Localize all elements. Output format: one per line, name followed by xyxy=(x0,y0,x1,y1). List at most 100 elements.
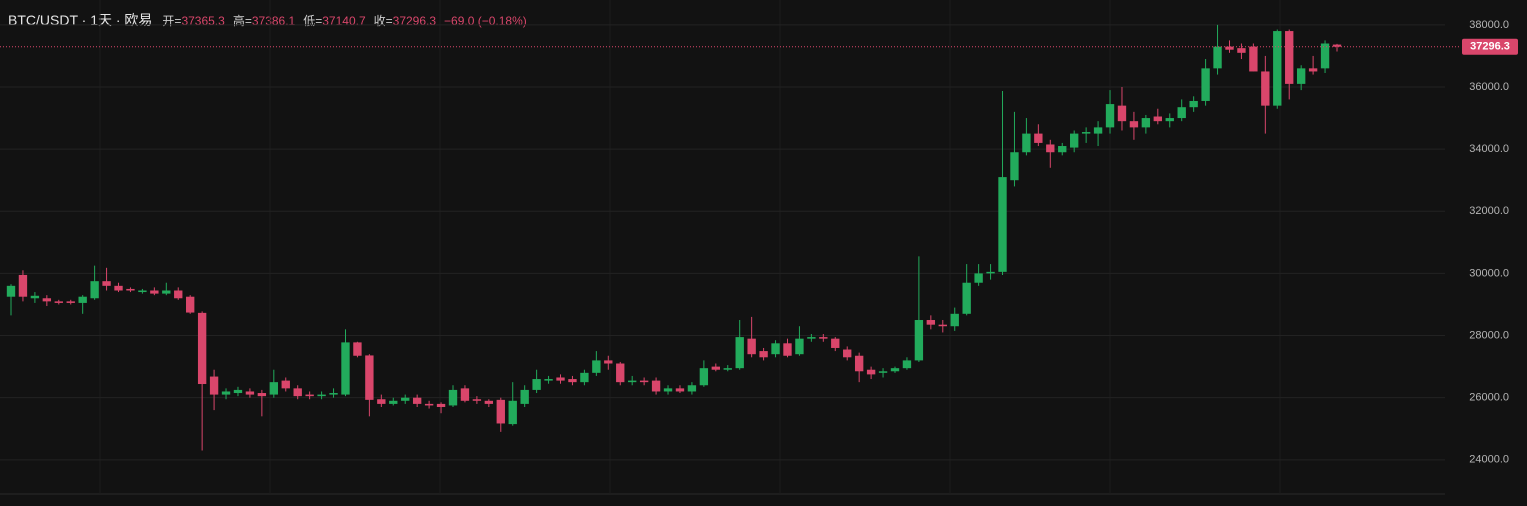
candle-body xyxy=(1177,107,1186,119)
candle-body xyxy=(1081,132,1091,134)
chart-title: BTC/USDT · 1天 · 欧易 xyxy=(8,12,153,28)
candle-body xyxy=(747,338,756,355)
candle-body xyxy=(1022,133,1031,153)
candle-body xyxy=(496,399,505,424)
candle-body xyxy=(401,397,410,401)
candle-body xyxy=(138,290,147,293)
candle-body xyxy=(783,343,792,356)
candle-body xyxy=(687,385,697,392)
candle-body xyxy=(1153,116,1162,122)
candle-body xyxy=(1249,46,1258,72)
candle-body xyxy=(1189,100,1198,108)
candle-body xyxy=(843,349,852,358)
candle-body xyxy=(90,281,99,299)
candle-body xyxy=(257,393,267,397)
candle-body xyxy=(1129,121,1139,128)
candle-body xyxy=(1093,127,1103,134)
candle-body xyxy=(914,320,924,361)
candle-body xyxy=(78,296,87,303)
candle-body xyxy=(866,369,876,375)
candle-body xyxy=(377,399,386,404)
candle-body xyxy=(580,372,589,383)
candle-body xyxy=(819,337,828,339)
y-tick-label: 36000.0 xyxy=(1469,81,1509,93)
candle-body xyxy=(1010,152,1019,181)
candle-body xyxy=(126,288,135,291)
candle-body xyxy=(1034,133,1043,143)
candle-body xyxy=(628,380,637,383)
candle-body xyxy=(1058,146,1067,153)
candle-body xyxy=(735,337,744,369)
candle-body xyxy=(281,380,290,389)
candle-body xyxy=(197,312,207,385)
candle-body xyxy=(448,389,458,406)
candle-body xyxy=(711,366,720,370)
candle-body xyxy=(592,360,601,373)
candle-body xyxy=(532,379,541,390)
last-price-tag xyxy=(1462,38,1518,55)
candle-body xyxy=(938,324,947,327)
candle-body xyxy=(556,377,565,381)
y-tick-label: 24000.0 xyxy=(1469,454,1509,466)
candle-body xyxy=(424,403,434,406)
candle-body xyxy=(174,290,183,299)
candle-body xyxy=(675,388,685,392)
candle-body xyxy=(771,343,780,355)
candle-body xyxy=(544,379,553,381)
candle-body xyxy=(162,290,171,294)
candle-body xyxy=(1165,118,1174,122)
candle-body xyxy=(1201,68,1210,101)
candle-body xyxy=(568,379,577,383)
y-tick-label: 32000.0 xyxy=(1469,205,1509,217)
candle-body xyxy=(962,282,971,314)
candle-body xyxy=(472,399,482,401)
candle-body xyxy=(1296,68,1306,84)
candle-body xyxy=(221,391,231,395)
candle-body xyxy=(986,271,995,274)
candle-body xyxy=(950,313,959,327)
candle-body xyxy=(1237,48,1246,53)
candle-body xyxy=(1261,71,1270,106)
candle-body xyxy=(723,368,732,370)
candle-body xyxy=(269,382,278,395)
candle-body xyxy=(436,403,446,408)
y-tick-label: 30000.0 xyxy=(1469,267,1509,279)
candle-body xyxy=(639,380,649,383)
candle-body xyxy=(1332,44,1342,47)
candle-body xyxy=(102,281,111,286)
candle-body xyxy=(878,371,888,373)
candle-body xyxy=(902,360,912,369)
candle-body xyxy=(1273,31,1282,106)
candle-body xyxy=(353,342,362,356)
y-tick-label: 26000.0 xyxy=(1469,392,1509,404)
candles xyxy=(6,24,1342,451)
candle-body xyxy=(831,338,840,348)
candle-body xyxy=(114,285,123,291)
candle-body xyxy=(1105,104,1115,128)
candle-body xyxy=(233,389,243,394)
candle-body xyxy=(926,320,936,325)
candle-body xyxy=(30,295,40,299)
candle-body xyxy=(317,394,326,397)
candle-body xyxy=(1285,31,1294,84)
candle-body xyxy=(389,400,398,404)
candle-body xyxy=(150,290,159,294)
candle-body xyxy=(460,388,470,401)
last-price-label: 37296.3 xyxy=(1470,41,1510,53)
candle-body xyxy=(305,394,314,397)
candle-body xyxy=(66,301,75,303)
candle-body xyxy=(1046,144,1055,153)
candle-body xyxy=(1225,46,1234,50)
candle-body xyxy=(329,393,338,395)
candle-body xyxy=(18,274,28,297)
candle-body xyxy=(795,338,804,355)
candle-body xyxy=(974,273,983,283)
candle-body xyxy=(341,342,350,395)
candle-body xyxy=(1141,118,1151,128)
candle-body xyxy=(807,337,816,339)
candle-body xyxy=(209,376,219,395)
candle-body xyxy=(186,296,195,313)
candle-body xyxy=(412,397,422,404)
candle-body xyxy=(42,298,52,302)
